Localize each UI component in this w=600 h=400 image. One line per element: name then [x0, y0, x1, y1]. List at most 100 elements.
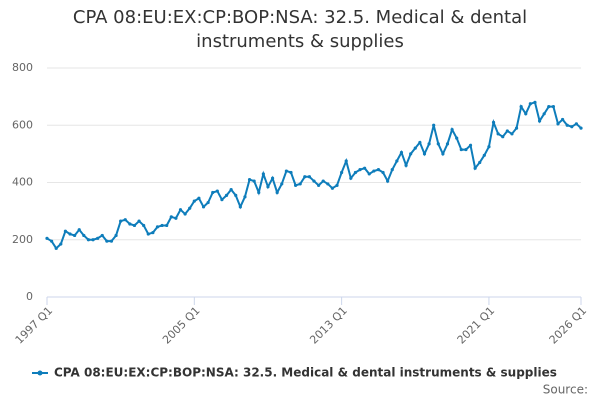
point	[404, 163, 408, 167]
point	[100, 233, 104, 238]
point	[270, 176, 275, 180]
point	[455, 136, 459, 140]
point	[142, 223, 146, 228]
point	[275, 190, 279, 195]
point	[514, 126, 519, 130]
point	[505, 129, 509, 133]
point	[560, 117, 565, 122]
point	[321, 179, 325, 183]
point	[155, 225, 160, 229]
point	[395, 159, 399, 163]
point	[119, 219, 123, 223]
point	[432, 123, 436, 127]
point	[372, 169, 376, 173]
point	[229, 188, 233, 192]
point	[344, 159, 348, 163]
point	[533, 100, 537, 104]
y-tick-label: 400	[12, 176, 33, 189]
point	[381, 170, 385, 175]
point	[363, 166, 367, 170]
point	[73, 233, 77, 238]
point	[367, 172, 371, 176]
point	[418, 140, 422, 145]
point	[206, 200, 210, 205]
point	[441, 152, 445, 156]
point	[151, 230, 155, 235]
point	[289, 170, 293, 175]
point	[252, 179, 256, 183]
point	[445, 142, 450, 146]
point	[86, 238, 91, 242]
point	[413, 146, 417, 150]
point	[109, 239, 114, 243]
chart-title: CPA 08:EU:EX:CP:BOP:NSA: 32.5. Medical &…	[72, 7, 528, 52]
point	[215, 189, 219, 193]
point	[169, 215, 173, 219]
point	[326, 182, 330, 186]
y-tick-label: 200	[12, 233, 33, 246]
point	[238, 205, 242, 209]
point	[422, 152, 427, 156]
point	[188, 206, 192, 210]
point	[234, 193, 238, 197]
point	[59, 242, 63, 246]
point	[165, 223, 169, 228]
point	[174, 216, 178, 220]
point	[565, 123, 569, 127]
point	[524, 112, 528, 116]
point	[114, 233, 118, 238]
point	[178, 208, 183, 212]
point	[496, 132, 500, 136]
point	[399, 150, 404, 155]
point	[528, 102, 532, 106]
point	[330, 186, 335, 190]
x-tick-label: 2013 Q1	[307, 304, 350, 347]
point	[257, 190, 261, 195]
line	[46, 101, 582, 250]
point	[537, 119, 542, 123]
legend-marker	[37, 370, 43, 376]
point	[280, 182, 284, 186]
point	[197, 196, 201, 200]
point	[390, 168, 394, 172]
point	[376, 168, 381, 172]
point	[556, 122, 560, 126]
point	[436, 142, 440, 146]
point	[542, 112, 546, 116]
y-tick-label: 800	[12, 61, 33, 74]
point	[510, 132, 514, 136]
x-tick-label: 1997 Q1	[13, 304, 56, 347]
point	[491, 120, 496, 124]
point	[409, 152, 413, 156]
point	[266, 185, 270, 189]
point	[464, 147, 468, 152]
point	[459, 147, 463, 152]
point	[211, 190, 215, 195]
point	[146, 232, 150, 236]
point	[132, 223, 137, 228]
point	[45, 236, 49, 240]
point	[317, 183, 321, 187]
point	[579, 126, 583, 130]
x-tick-label: 2026 Q1	[547, 304, 590, 347]
point	[358, 168, 362, 172]
point	[201, 205, 206, 209]
point	[574, 122, 578, 126]
point	[519, 105, 523, 109]
point	[123, 218, 127, 222]
point	[386, 179, 390, 183]
point	[137, 219, 141, 223]
y-tick-label: 0	[26, 290, 33, 303]
y-tick-label: 600	[12, 118, 33, 131]
point	[128, 222, 132, 226]
point	[501, 135, 505, 139]
point	[547, 105, 551, 109]
point	[160, 223, 164, 228]
point	[298, 182, 302, 186]
point	[54, 246, 58, 250]
point	[340, 170, 344, 175]
point	[570, 125, 574, 129]
point	[96, 236, 100, 240]
